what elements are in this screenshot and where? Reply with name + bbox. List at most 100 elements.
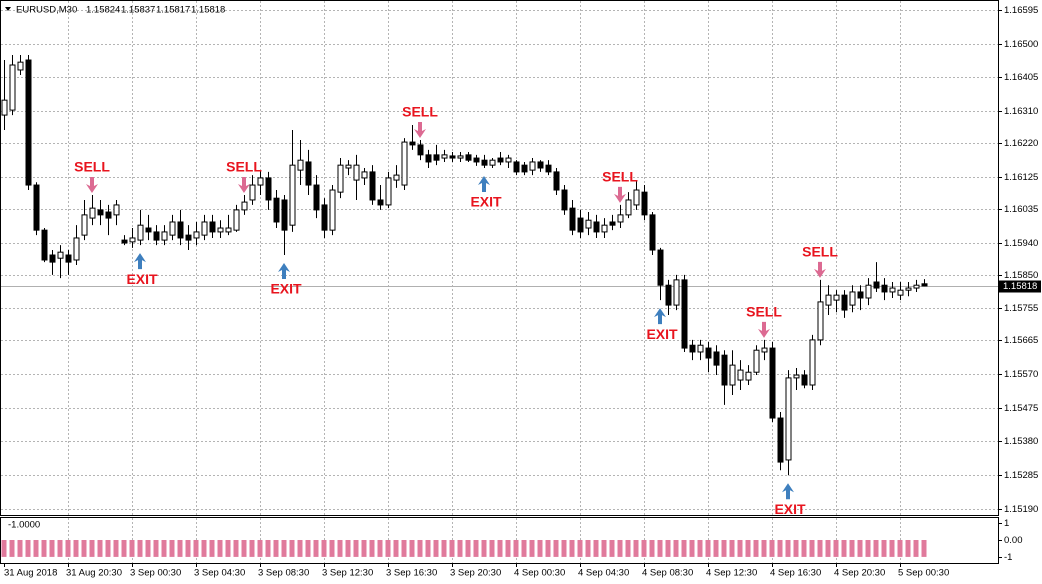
indicator-tick-label: 1 [1004, 518, 1009, 529]
indicator-bar [57, 540, 63, 557]
candle-body [769, 347, 776, 419]
indicator-bar [665, 540, 671, 557]
candle-body [81, 214, 88, 236]
candle-body [569, 207, 576, 231]
candle-body [705, 347, 712, 359]
candle-body [737, 369, 744, 381]
indicator-bar [793, 540, 799, 557]
x-tick-label: 3 Sep 00:30 [130, 568, 181, 579]
indicator-bar [681, 540, 687, 557]
candle-body [521, 164, 528, 173]
indicator-bar [617, 540, 623, 557]
indicator-bar [297, 540, 303, 557]
indicator-bar [769, 540, 775, 557]
x-tick-label: 4 Sep 20:30 [834, 568, 885, 579]
candle-body [745, 371, 752, 381]
indicator-bar [193, 540, 199, 557]
indicator-bar [49, 540, 55, 557]
x-tick-label: 4 Sep 04:30 [578, 568, 629, 579]
indicator-bar [705, 540, 711, 557]
indicator-bar [385, 540, 391, 557]
x-tick-label: 4 Sep 16:30 [770, 568, 821, 579]
indicator-bar [537, 540, 543, 557]
indicator-bar [449, 540, 455, 557]
candle-body [473, 157, 480, 163]
candle-body [193, 231, 200, 239]
candle-body [721, 354, 728, 386]
signal-label: SELL [746, 304, 782, 320]
candle-body [113, 204, 120, 216]
indicator-bar [841, 540, 847, 557]
candle-body [209, 221, 216, 233]
y-tick-label: 1.15285 [1004, 470, 1038, 481]
y-tick-label: 1.16405 [1004, 72, 1038, 83]
indicator-bar [889, 540, 895, 557]
candle-body [809, 339, 816, 386]
indicator-bar [673, 540, 679, 557]
y-tick-label: 1.16035 [1004, 204, 1038, 215]
indicator-bar [137, 540, 143, 557]
candle-body [729, 364, 736, 386]
indicator-bar [521, 540, 527, 557]
indicator-bar [865, 540, 871, 557]
candle-body [873, 281, 880, 289]
indicator-bar [905, 540, 911, 557]
signal-label: EXIT [270, 281, 302, 297]
candle-body [441, 154, 448, 159]
indicator-bar [505, 540, 511, 557]
indicator-bar [393, 540, 399, 557]
indicator-bar [217, 540, 223, 557]
x-tick-label: 3 Sep 04:30 [194, 568, 245, 579]
candle-body [529, 161, 536, 171]
candle-body [65, 254, 72, 263]
signal-label: EXIT [126, 271, 158, 287]
indicator-bar [161, 540, 167, 557]
y-tick-label: 1.16220 [1004, 138, 1038, 149]
candle-body [673, 279, 680, 306]
candle-body [697, 344, 704, 353]
candle-body [49, 254, 56, 263]
indicator-bar [145, 540, 151, 557]
candle-body [361, 171, 368, 179]
indicator-bar [441, 540, 447, 557]
candle-body [841, 294, 848, 311]
indicator-bar [73, 540, 79, 557]
header-high: 1.15837 [121, 5, 155, 16]
indicator-bar [369, 540, 375, 557]
indicator-bar [1, 540, 7, 557]
signal-label: EXIT [470, 194, 502, 210]
indicator-bar [737, 540, 743, 557]
candle-body [17, 61, 24, 71]
candle-body [409, 141, 416, 146]
indicator-bar [377, 540, 383, 557]
indicator-bar [817, 540, 823, 557]
x-tick-label: 31 Aug 20:30 [66, 568, 122, 579]
y-tick-label: 1.15755 [1004, 303, 1038, 314]
indicator-bar [409, 540, 415, 557]
y-tick-label: 1.16125 [1004, 172, 1038, 183]
candle-body [41, 229, 48, 261]
y-tick-label: 1.16500 [1004, 39, 1038, 50]
x-tick-label: 4 Sep 08:30 [642, 568, 693, 579]
signal-arrow [782, 483, 794, 500]
candle-body [273, 197, 280, 223]
candle-body [857, 291, 864, 299]
indicator-bar [41, 540, 47, 557]
indicator-bar [153, 540, 159, 557]
y-tick-label: 1.15940 [1004, 238, 1038, 249]
candle-body [561, 189, 568, 211]
indicator-bar [569, 540, 575, 557]
candle-body [233, 209, 240, 231]
x-tick-label: 3 Sep 08:30 [258, 568, 309, 579]
indicator-bar [689, 540, 695, 557]
candle-body [241, 201, 248, 211]
candle-body [305, 161, 312, 186]
indicator-bar [601, 540, 607, 557]
candle-body [489, 159, 496, 166]
indicator-bar [513, 540, 519, 557]
candle-body [401, 141, 408, 186]
candle-body [865, 284, 872, 299]
candle-body [177, 221, 184, 239]
indicator-bar [169, 540, 175, 557]
